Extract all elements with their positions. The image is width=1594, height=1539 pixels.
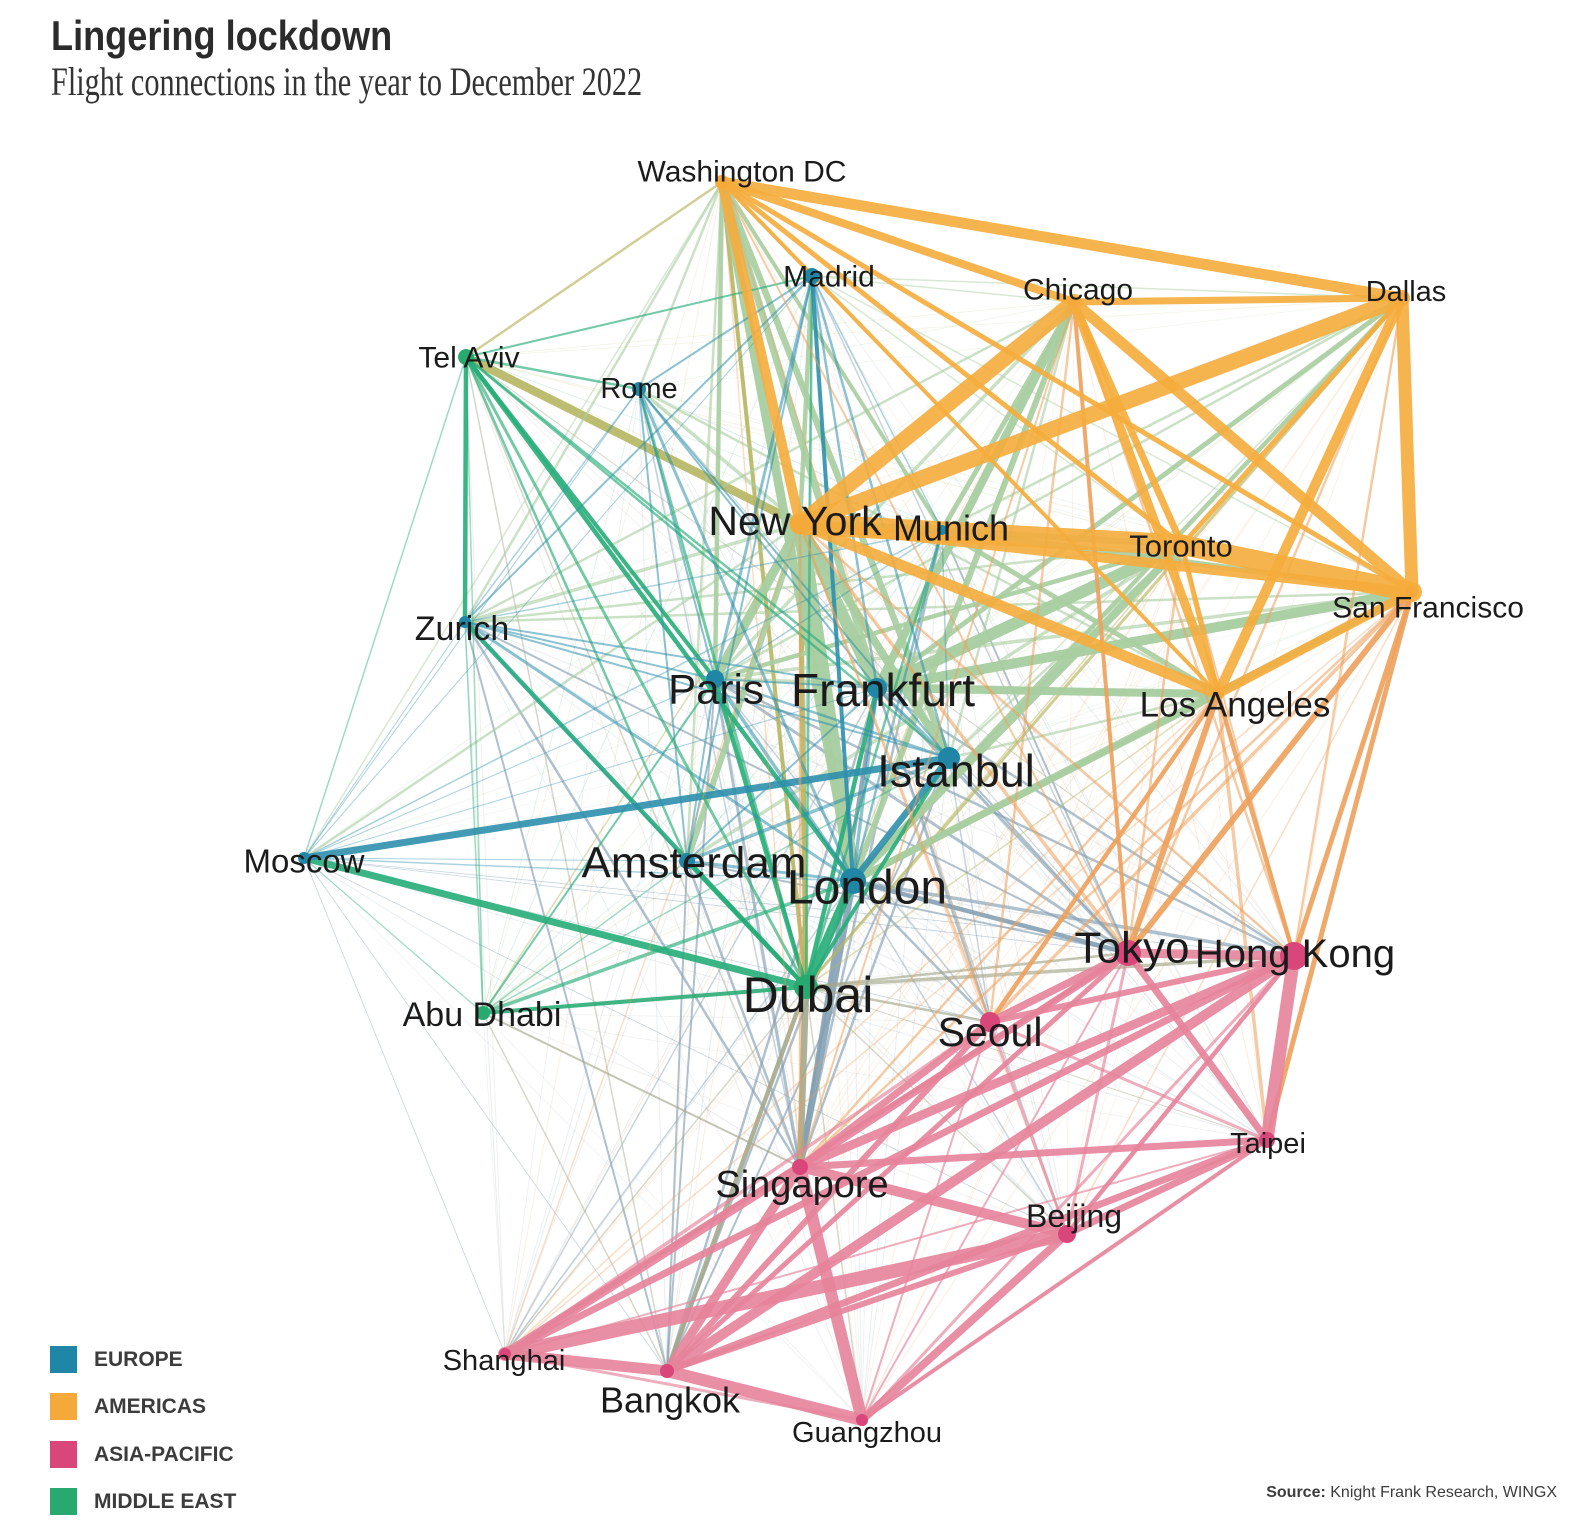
svg-text:Moscow: Moscow [243,843,364,880]
svg-text:Frankfurt: Frankfurt [791,664,975,716]
svg-text:Chicago: Chicago [1023,274,1133,307]
svg-text:Guangzhou: Guangzhou [792,1417,942,1449]
svg-text:Seoul: Seoul [938,1009,1043,1055]
svg-text:Dallas: Dallas [1366,276,1447,308]
svg-text:Amsterdam: Amsterdam [582,839,807,888]
svg-text:Los Angeles: Los Angeles [1140,686,1331,725]
svg-text:Singapore: Singapore [715,1164,888,1206]
svg-text:Taipei: Taipei [1230,1128,1306,1160]
svg-text:Toronto: Toronto [1129,529,1232,564]
svg-text:Hong Kong: Hong Kong [1195,932,1395,976]
svg-text:Munich: Munich [893,508,1009,549]
svg-text:Bangkok: Bangkok [600,1380,741,1421]
svg-text:Tokyo: Tokyo [1075,924,1190,973]
svg-text:Dubai: Dubai [743,967,874,1023]
svg-text:Shanghai: Shanghai [443,1345,566,1377]
svg-text:Istanbul: Istanbul [877,746,1035,797]
svg-text:Rome: Rome [600,373,677,405]
svg-text:Abu Dhabi: Abu Dhabi [403,996,562,1034]
svg-text:Beijing: Beijing [1026,1198,1122,1234]
svg-text:Tel Aviv: Tel Aviv [418,342,519,375]
svg-text:Washington DC: Washington DC [638,156,847,189]
svg-text:Zurich: Zurich [415,610,509,648]
svg-text:Paris: Paris [668,666,764,713]
svg-text:New York: New York [708,498,882,544]
svg-text:Madrid: Madrid [783,261,875,294]
svg-text:London: London [787,862,947,915]
svg-text:San Francisco: San Francisco [1332,592,1524,625]
